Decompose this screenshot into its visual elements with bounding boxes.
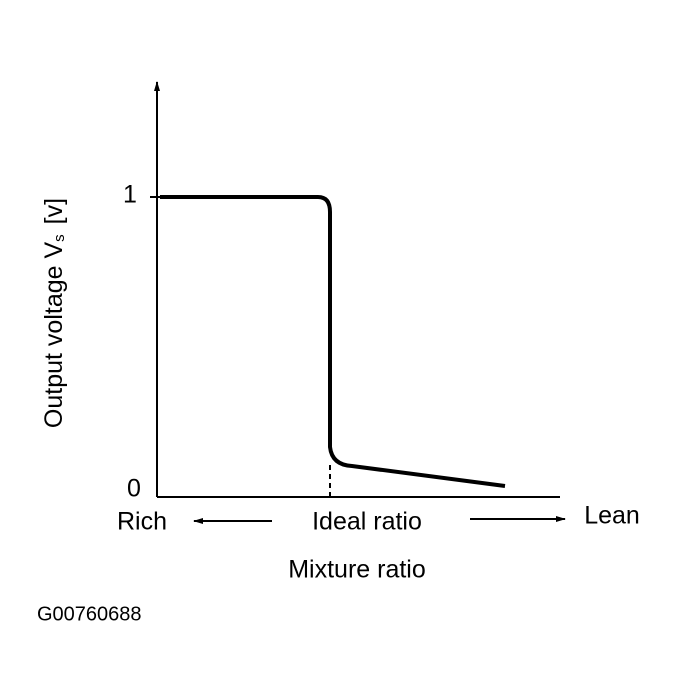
figure-id: G00760688 [37, 603, 142, 625]
ideal-label: Ideal ratio [312, 508, 422, 536]
label: Output voltage V [40, 242, 68, 429]
y-axis-title: Output voltage Vs [v] [40, 198, 68, 428]
y-tick-label: 1 [123, 181, 137, 209]
rich-label: Rich [117, 508, 167, 536]
output-curve [160, 195, 506, 488]
subscript: s [51, 234, 68, 242]
y-tick-label: 0 [127, 475, 141, 503]
lean-label: Lean [584, 502, 640, 530]
unit: [v] [40, 198, 68, 224]
x-axis-title: Mixture ratio [288, 556, 426, 584]
y-axis-label: Output voltage Vs [v] [40, 198, 68, 428]
